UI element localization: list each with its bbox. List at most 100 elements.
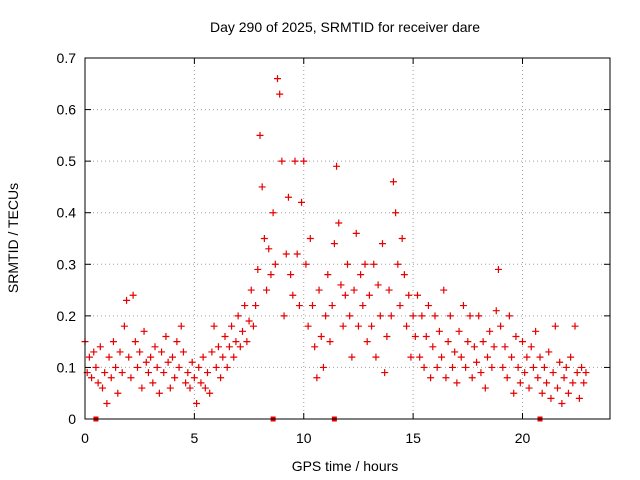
- data-point: [562, 363, 570, 371]
- data-point: [350, 286, 358, 294]
- data-point: [153, 363, 161, 371]
- data-point: [201, 384, 209, 392]
- data-point: [96, 343, 104, 351]
- data-point: [158, 348, 166, 356]
- data-point: [287, 271, 295, 279]
- data-point: [330, 240, 338, 248]
- data-point: [346, 312, 354, 320]
- data-point: [488, 363, 496, 371]
- data-point: [435, 327, 443, 335]
- data-point: [127, 374, 135, 382]
- data-point: [449, 363, 456, 371]
- data-point: [114, 389, 122, 397]
- x-tick-label: 20: [515, 430, 531, 446]
- data-point: [197, 379, 205, 387]
- y-tick-label: 0.6: [57, 102, 77, 118]
- data-point: [551, 322, 559, 330]
- data-point: [291, 157, 299, 165]
- data-point: [328, 302, 336, 310]
- data-point: [527, 343, 535, 351]
- data-point: [221, 332, 229, 340]
- data-point: [282, 250, 290, 258]
- data-point: [387, 312, 395, 320]
- data-point: [549, 369, 557, 377]
- data-point: [123, 296, 131, 304]
- data-point: [245, 317, 253, 325]
- data-point: [239, 327, 246, 335]
- data-point: [573, 369, 581, 377]
- data-point: [219, 353, 227, 361]
- data-point: [554, 384, 561, 392]
- data-point: [525, 384, 533, 392]
- data-point: [516, 379, 524, 387]
- data-point: [274, 75, 281, 83]
- data-point: [497, 322, 505, 330]
- data-point: [90, 348, 98, 356]
- data-point: [107, 374, 115, 382]
- data-point: [427, 374, 435, 382]
- data-point: [453, 379, 461, 387]
- data-point: [400, 271, 408, 279]
- data-point: [348, 353, 356, 361]
- data-point: [186, 384, 194, 392]
- data-point: [341, 291, 349, 299]
- x-tick-label: 10: [296, 430, 312, 446]
- data-point: [529, 363, 537, 371]
- data-point: [214, 343, 222, 351]
- y-tick-label: 0.5: [57, 153, 77, 169]
- data-point: [514, 363, 522, 371]
- x-axis-label: GPS time / hours: [292, 458, 399, 474]
- data-point: [352, 229, 360, 237]
- data-point: [473, 358, 481, 366]
- data-point: [225, 343, 233, 351]
- data-point: [558, 400, 566, 408]
- data-point: [265, 245, 273, 253]
- data-point: [411, 332, 419, 340]
- data-point: [582, 369, 590, 377]
- data-point: [306, 235, 314, 242]
- data-point: [254, 265, 262, 273]
- data-point: [210, 322, 218, 330]
- data-point: [142, 358, 150, 366]
- data-point: [155, 389, 163, 397]
- data-point: [190, 374, 198, 382]
- data-point: [357, 271, 365, 279]
- data-point: [319, 363, 327, 371]
- data-point: [280, 312, 288, 320]
- data-point: [571, 322, 579, 330]
- data-point: [223, 363, 231, 371]
- data-point: [302, 260, 310, 268]
- grid-lines: [85, 58, 610, 419]
- data-point: [442, 374, 450, 382]
- data-point: [260, 235, 268, 242]
- data-point: [505, 312, 513, 320]
- data-point: [295, 302, 303, 310]
- data-point: [475, 312, 483, 320]
- data-point: [486, 327, 494, 335]
- data-point: [173, 338, 181, 346]
- data-point: [365, 291, 373, 299]
- y-tick-label: 0.2: [57, 308, 77, 324]
- data-point: [85, 353, 93, 361]
- data-point: [116, 348, 124, 356]
- data-point: [304, 322, 312, 330]
- data-point: [199, 353, 207, 361]
- data-point: [560, 374, 568, 382]
- data-point: [118, 369, 126, 377]
- axis-ticks: [84, 57, 610, 420]
- data-point: [543, 379, 551, 387]
- data-point: [523, 353, 531, 361]
- data-point: [179, 348, 187, 356]
- data-point: [195, 363, 203, 371]
- data-point: [212, 363, 220, 371]
- x-tick-label: 15: [405, 430, 421, 446]
- data-point: [414, 291, 421, 299]
- data-point: [258, 183, 266, 191]
- data-point: [492, 307, 500, 315]
- y-tick-label: 0: [68, 411, 76, 427]
- data-point: [372, 353, 380, 361]
- data-point: [512, 332, 520, 340]
- data-point: [271, 260, 279, 268]
- data-point: [477, 369, 485, 377]
